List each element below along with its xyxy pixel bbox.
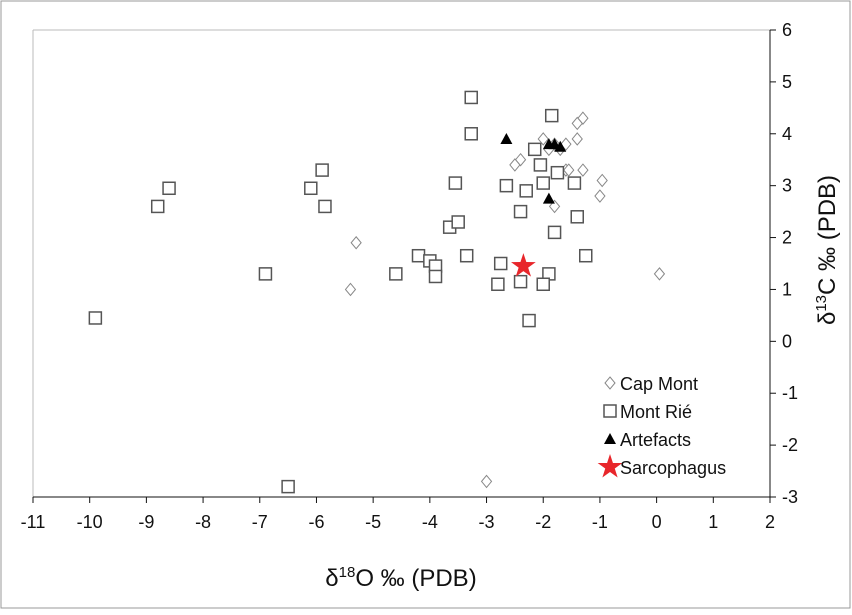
point bbox=[258, 267, 273, 281]
x-tick-label: -8 bbox=[195, 512, 211, 532]
y-tick-label: -3 bbox=[782, 487, 798, 507]
x-tick-label: 1 bbox=[708, 512, 718, 532]
point bbox=[448, 176, 463, 190]
x-tick-label: -3 bbox=[479, 512, 495, 532]
point bbox=[563, 163, 575, 177]
legend-label: Artefacts bbox=[620, 430, 691, 450]
x-label-part: O ‰ (PDB) bbox=[355, 565, 476, 592]
y-tick-label: 2 bbox=[782, 228, 792, 248]
point bbox=[344, 282, 357, 297]
point bbox=[536, 277, 550, 292]
legend-marker bbox=[603, 404, 617, 418]
point bbox=[493, 256, 508, 271]
point bbox=[577, 111, 589, 125]
x-tick-label: -5 bbox=[365, 512, 381, 532]
x-tick-label: -2 bbox=[535, 512, 551, 532]
point bbox=[162, 181, 176, 196]
point bbox=[464, 127, 478, 141]
x-tick-label: -4 bbox=[422, 512, 438, 532]
point bbox=[411, 248, 426, 263]
y-tick-label: 5 bbox=[782, 72, 792, 92]
point bbox=[464, 90, 478, 105]
point bbox=[315, 163, 329, 177]
point bbox=[554, 140, 567, 152]
point bbox=[389, 267, 403, 281]
x-tick-label: -11 bbox=[21, 512, 46, 532]
plot-border bbox=[32, 29, 770, 497]
point bbox=[544, 108, 559, 123]
point bbox=[500, 132, 513, 144]
point bbox=[550, 165, 565, 180]
point bbox=[533, 158, 548, 172]
y-label-part: C ‰ (PDB) bbox=[814, 175, 841, 295]
point bbox=[567, 176, 582, 190]
point bbox=[451, 215, 465, 229]
point bbox=[594, 189, 606, 203]
y-tick-label: 0 bbox=[782, 331, 792, 351]
point bbox=[527, 142, 542, 157]
legend-marker bbox=[597, 454, 623, 478]
y-tick-label: 1 bbox=[782, 279, 792, 299]
point bbox=[509, 158, 521, 172]
point bbox=[536, 176, 550, 190]
point bbox=[548, 199, 561, 214]
point bbox=[542, 192, 555, 204]
x-tick-label: -10 bbox=[77, 512, 103, 532]
legend-marker bbox=[604, 376, 616, 390]
point bbox=[150, 199, 165, 214]
point bbox=[491, 277, 505, 292]
y-tick-label: -2 bbox=[782, 435, 798, 455]
x-tick-label: -6 bbox=[308, 512, 324, 532]
y-tick-label: 3 bbox=[782, 176, 792, 196]
legend-label: Sarcophagus bbox=[620, 458, 726, 478]
x-tick-label: 0 bbox=[652, 512, 662, 532]
point bbox=[653, 267, 666, 281]
x-tick-label: -9 bbox=[138, 512, 154, 532]
point bbox=[511, 253, 536, 277]
x-label-part: δ bbox=[325, 565, 338, 592]
x-tick-label: -1 bbox=[592, 512, 608, 532]
point bbox=[304, 181, 318, 196]
y-tick-label: 6 bbox=[782, 20, 792, 40]
point bbox=[537, 132, 549, 146]
point bbox=[318, 199, 332, 214]
point bbox=[281, 479, 295, 494]
point bbox=[459, 248, 474, 263]
legend-label: Cap Mont bbox=[620, 374, 698, 394]
x-label-sup: 18 bbox=[339, 564, 356, 581]
y-label-sup: 13 bbox=[813, 295, 830, 312]
y-tick-label: 4 bbox=[782, 124, 792, 144]
y-label-part: δ bbox=[814, 312, 841, 325]
legend-label: Mont Rié bbox=[620, 402, 692, 422]
x-tick-label: -7 bbox=[252, 512, 268, 532]
point bbox=[596, 173, 608, 188]
point bbox=[577, 163, 589, 177]
y-tick-label: -1 bbox=[782, 383, 798, 403]
point bbox=[570, 210, 584, 224]
point bbox=[350, 235, 362, 250]
point bbox=[522, 313, 536, 328]
point bbox=[513, 204, 528, 219]
point bbox=[571, 116, 583, 131]
point bbox=[499, 178, 514, 193]
point bbox=[579, 248, 593, 263]
point bbox=[88, 311, 103, 325]
x-tick-label: 2 bbox=[765, 512, 775, 532]
point bbox=[547, 225, 562, 240]
y-axis-label: δ13C ‰ (PDB) bbox=[813, 175, 841, 325]
point bbox=[513, 274, 528, 289]
point bbox=[428, 269, 443, 284]
point bbox=[480, 474, 493, 489]
x-axis-label: δ18O ‰ (PDB) bbox=[325, 564, 476, 592]
legend-marker bbox=[604, 433, 616, 444]
point bbox=[571, 132, 583, 146]
point bbox=[519, 184, 533, 198]
point bbox=[560, 137, 572, 151]
